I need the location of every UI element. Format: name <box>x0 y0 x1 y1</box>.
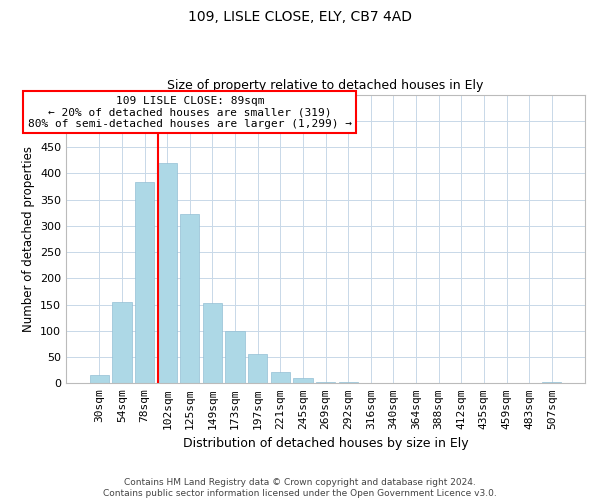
Bar <box>203 303 222 384</box>
Bar <box>542 382 562 384</box>
Bar <box>90 376 109 384</box>
Text: Contains HM Land Registry data © Crown copyright and database right 2024.
Contai: Contains HM Land Registry data © Crown c… <box>103 478 497 498</box>
Y-axis label: Number of detached properties: Number of detached properties <box>22 146 35 332</box>
Text: 109, LISLE CLOSE, ELY, CB7 4AD: 109, LISLE CLOSE, ELY, CB7 4AD <box>188 10 412 24</box>
Bar <box>226 331 245 384</box>
Text: 109 LISLE CLOSE: 89sqm
← 20% of detached houses are smaller (319)
80% of semi-de: 109 LISLE CLOSE: 89sqm ← 20% of detached… <box>28 96 352 129</box>
Bar <box>248 354 268 384</box>
Bar <box>158 163 177 384</box>
Bar <box>316 382 335 384</box>
Bar <box>135 182 154 384</box>
Bar <box>112 302 131 384</box>
Bar <box>338 382 358 384</box>
X-axis label: Distribution of detached houses by size in Ely: Distribution of detached houses by size … <box>183 437 469 450</box>
Bar <box>293 378 313 384</box>
Bar <box>180 214 199 384</box>
Bar <box>271 372 290 384</box>
Title: Size of property relative to detached houses in Ely: Size of property relative to detached ho… <box>167 79 484 92</box>
